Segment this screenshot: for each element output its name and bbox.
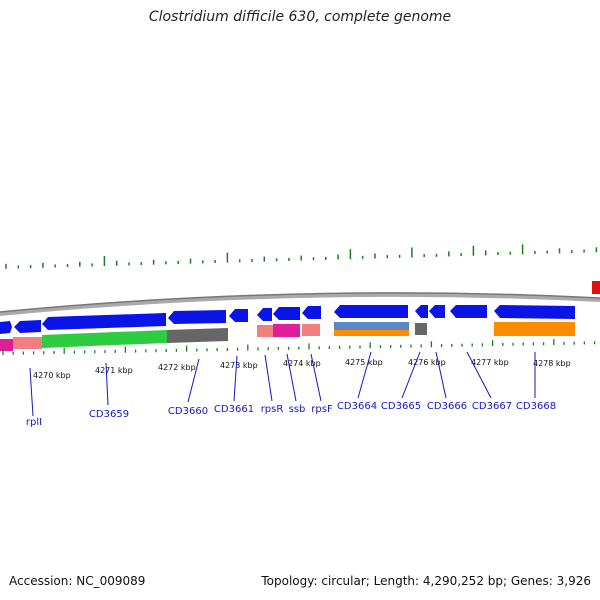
feature-bar[interactable] bbox=[334, 330, 409, 336]
feature-bar[interactable] bbox=[273, 324, 300, 337]
gene-label-cd3659[interactable]: CD3659 bbox=[89, 409, 129, 420]
feature-bars[interactable] bbox=[0, 281, 600, 351]
scale-labels: 4270 kbp 4271 kbp 4272 kbp 4273 kbp 4274… bbox=[33, 358, 571, 380]
gene-label-cd3666[interactable]: CD3666 bbox=[427, 401, 467, 412]
gene-arrows[interactable] bbox=[0, 305, 575, 334]
scale-label: 4276 kbp bbox=[408, 358, 446, 367]
feature-bar[interactable] bbox=[592, 281, 600, 294]
feature-bar[interactable] bbox=[415, 323, 427, 335]
gene-arrow[interactable] bbox=[415, 305, 428, 318]
gene-label-rpsR[interactable]: rpsR bbox=[261, 404, 284, 415]
feature-bar[interactable] bbox=[0, 339, 13, 351]
gene-arrow[interactable] bbox=[302, 306, 321, 319]
gene-labels[interactable]: rplI CD3659 CD3660 CD3661 rpsR ssb rpsF … bbox=[26, 401, 556, 428]
scale-label: 4272 kbp bbox=[158, 363, 196, 372]
gene-arrow[interactable] bbox=[42, 313, 166, 330]
feature-bar[interactable] bbox=[13, 337, 42, 349]
map-title: Clostridium difficile 630, complete geno… bbox=[148, 9, 452, 25]
gene-label-cd3661[interactable]: CD3661 bbox=[214, 404, 254, 415]
gene-arrow[interactable] bbox=[334, 305, 408, 318]
gene-label-cd3664[interactable]: CD3664 bbox=[337, 401, 377, 412]
gene-label-rpsF[interactable]: rpsF bbox=[311, 404, 333, 415]
feature-bar[interactable] bbox=[167, 328, 228, 343]
gene-leader-lines bbox=[29, 351, 536, 417]
genome-summary: Topology: circular; Length: 4,290,252 bp… bbox=[261, 574, 591, 588]
gene-arrow[interactable] bbox=[168, 310, 226, 324]
scale-label: 4274 kbp bbox=[283, 359, 321, 368]
gene-arrow[interactable] bbox=[257, 308, 272, 321]
scale-label: 4278 kbp bbox=[533, 359, 571, 368]
scale-ruler bbox=[2, 339, 596, 355]
gene-label-rplI[interactable]: rplI bbox=[26, 417, 42, 428]
gene-arrow[interactable] bbox=[229, 309, 248, 322]
gene-label-cd3667[interactable]: CD3667 bbox=[472, 401, 512, 412]
scale-label: 4277 kbp bbox=[471, 358, 509, 367]
gene-arrow[interactable] bbox=[450, 305, 487, 318]
gene-arrow[interactable] bbox=[0, 321, 12, 334]
gene-label-cd3665[interactable]: CD3665 bbox=[381, 401, 421, 412]
gene-label-cd3668[interactable]: CD3668 bbox=[516, 401, 556, 412]
gc-tick-track bbox=[5, 244, 598, 269]
gene-label-ssb[interactable]: ssb bbox=[289, 404, 306, 415]
feature-bar[interactable] bbox=[334, 322, 409, 330]
scale-label: 4273 kbp bbox=[220, 361, 258, 370]
gene-arrow[interactable] bbox=[14, 320, 41, 333]
feature-bar[interactable] bbox=[302, 324, 320, 336]
scale-label: 4271 kbp bbox=[95, 366, 133, 375]
feature-bar[interactable] bbox=[494, 322, 575, 336]
feature-bar[interactable] bbox=[42, 330, 167, 348]
gene-arrow[interactable] bbox=[494, 305, 575, 319]
gene-arrow[interactable] bbox=[429, 305, 445, 318]
scale-label: 4270 kbp bbox=[33, 371, 71, 380]
scale-label: 4275 kbp bbox=[345, 358, 383, 367]
gene-arrow[interactable] bbox=[273, 307, 300, 320]
gene-label-cd3660[interactable]: CD3660 bbox=[168, 406, 208, 417]
genome-backbone bbox=[0, 292, 600, 316]
accession-label: Accession: NC_009089 bbox=[9, 574, 146, 588]
feature-bar[interactable] bbox=[257, 325, 273, 337]
